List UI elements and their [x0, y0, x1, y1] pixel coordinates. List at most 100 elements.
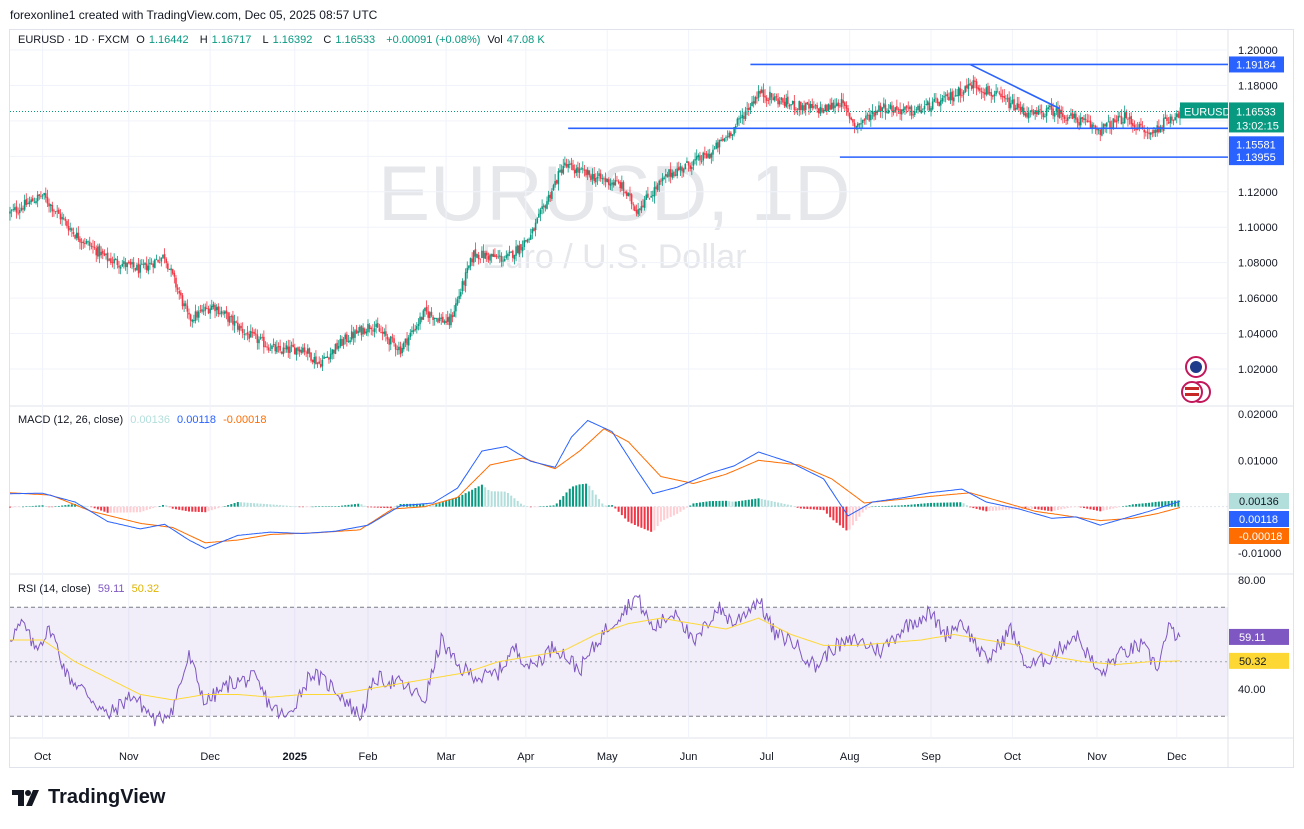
candle-body	[842, 100, 844, 104]
candle-body	[863, 119, 866, 121]
macd-histogram-bar	[812, 506, 815, 510]
candle-body	[1115, 120, 1118, 123]
candle-body	[549, 194, 552, 198]
candle-body	[852, 119, 854, 123]
candle-body	[778, 100, 781, 105]
candle-body	[956, 95, 958, 97]
candle-body	[785, 97, 788, 107]
ohlc-high: H 1.16717	[200, 34, 256, 46]
macd-histogram-bar	[855, 506, 858, 522]
macd-histogram-bar	[142, 506, 145, 512]
macd-histogram-bar	[923, 503, 926, 507]
candle-body	[167, 263, 169, 270]
candle-body	[702, 152, 705, 161]
tradingview-logo[interactable]: TradingView	[12, 786, 165, 809]
candle-body	[1021, 106, 1023, 112]
macd-histogram-bar	[874, 506, 877, 507]
macd-histogram-bar	[288, 505, 291, 507]
candle-body	[235, 321, 237, 323]
macd-line	[10, 419, 1181, 549]
macd-histogram-bar	[109, 506, 112, 513]
candle-body	[663, 177, 665, 179]
candle-body	[648, 198, 651, 200]
candle-body	[1060, 109, 1063, 114]
candle-body	[116, 259, 119, 266]
time-tick-label: May	[597, 751, 618, 763]
macd-histogram-bar	[22, 506, 25, 508]
candle-body	[575, 168, 578, 173]
candle-body	[578, 168, 581, 173]
macd-histogram-bar	[178, 506, 181, 510]
candle-body	[562, 165, 565, 174]
candle-body	[402, 342, 405, 350]
candle-body	[1159, 126, 1162, 133]
candle-body	[516, 245, 519, 254]
candle-body	[349, 340, 351, 343]
macd-histogram-bar	[943, 502, 946, 507]
macd-histogram-bar	[588, 485, 591, 507]
macd-histogram-bar	[1115, 506, 1118, 508]
candle-body	[1013, 99, 1015, 111]
candle-body	[542, 205, 545, 207]
candle-body	[271, 345, 273, 350]
macd-histogram-bar	[324, 506, 327, 507]
candle-body	[788, 104, 791, 107]
candle-body	[1162, 118, 1165, 131]
candle-body	[342, 338, 345, 345]
candle-body	[658, 180, 661, 185]
candle-body	[433, 317, 436, 320]
macd-histogram-bar	[926, 503, 929, 507]
candle-body	[834, 105, 836, 108]
time-tick-label: Dec	[1167, 751, 1187, 763]
candle-body	[1032, 112, 1035, 115]
candle-body	[150, 263, 153, 265]
macd-label[interactable]: MACD (12, 26, close)	[18, 414, 124, 426]
macd-histogram-bar	[692, 503, 695, 507]
rsi-label[interactable]: RSI (14, close)	[18, 583, 91, 595]
price-tick-label: 1.20000	[1238, 45, 1278, 57]
macd-histogram-bar	[653, 506, 656, 531]
candle-body	[604, 178, 607, 182]
candle-body	[476, 253, 478, 258]
macd-histogram-bar	[933, 502, 936, 507]
macd-histogram-bar	[48, 506, 51, 508]
candle-body	[674, 174, 677, 176]
macd-histogram-bar	[627, 506, 630, 522]
candle-body	[845, 105, 848, 109]
candle-body	[46, 196, 49, 204]
candle-body	[123, 261, 125, 265]
macd-histogram-bar	[279, 505, 282, 507]
candle-body	[1169, 116, 1172, 124]
candle-body	[407, 337, 410, 346]
macd-histogram-bar	[519, 503, 522, 507]
macd-histogram-bar	[572, 486, 575, 507]
candle-body	[329, 353, 332, 360]
macd-histogram-bar	[803, 506, 806, 509]
symbol-name[interactable]: EURUSD · 1D · FXCM	[18, 34, 130, 46]
macd-histogram-bar	[835, 506, 838, 523]
candle-body	[339, 338, 342, 347]
macd-tick-label: 0.02000	[1238, 409, 1278, 421]
macd-histogram-bar	[113, 506, 116, 513]
candle-body	[22, 208, 24, 210]
macd-histogram-bar	[959, 502, 962, 507]
macd-histogram-bar	[793, 506, 796, 508]
candle-body	[267, 347, 270, 351]
macd-histogram-bar	[536, 506, 539, 508]
macd-histogram-bar	[607, 505, 610, 507]
candle-body	[258, 339, 260, 344]
candle-body	[241, 328, 244, 334]
candle-body	[996, 91, 999, 93]
macd-histogram-bar	[484, 487, 487, 507]
candle-body	[764, 95, 766, 98]
candle-body	[990, 92, 993, 97]
candle-body	[684, 163, 687, 170]
candle-body	[87, 241, 89, 243]
macd-histogram-bar	[523, 505, 526, 507]
candle-body	[765, 97, 768, 101]
candle-body	[554, 181, 556, 186]
candle-body	[508, 251, 511, 254]
candle-body	[113, 259, 115, 264]
candle-body	[54, 211, 57, 212]
